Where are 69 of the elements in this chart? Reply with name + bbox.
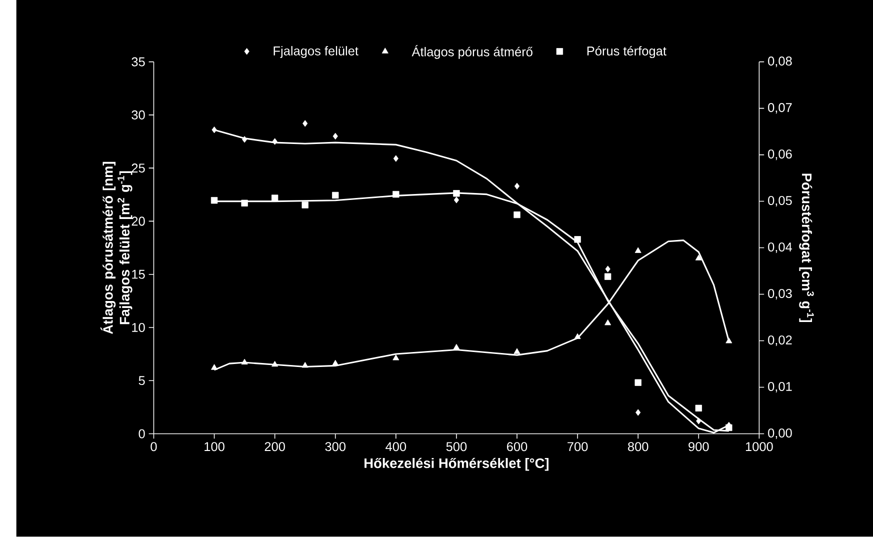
legend-label: Fjalagos felület — [274, 46, 358, 58]
y2-tick-label: 0,08 — [768, 56, 792, 68]
point — [210, 197, 218, 204]
point — [604, 273, 612, 280]
point — [211, 364, 218, 370]
point — [272, 361, 278, 367]
point — [453, 190, 460, 197]
x-tick-label: 200 — [264, 442, 285, 452]
point — [302, 362, 308, 368]
y2-tick-label: 0,01 — [768, 382, 792, 393]
point — [634, 247, 642, 254]
point — [454, 196, 460, 204]
x-tick-label: 600 — [507, 442, 528, 452]
point — [212, 126, 217, 134]
y2-tick-label: 0,06 — [768, 150, 792, 160]
y-tick-label: 5 — [138, 376, 145, 386]
x-tick-label: 100 — [204, 442, 224, 452]
point — [271, 194, 278, 202]
point — [634, 379, 642, 386]
point — [302, 202, 308, 208]
x-tick-label: 800 — [628, 442, 648, 452]
point — [332, 192, 339, 199]
point — [726, 338, 732, 344]
point — [241, 200, 248, 207]
x-tick-label: 1000 — [746, 442, 773, 452]
x-tick-label: 400 — [386, 442, 406, 452]
point — [332, 360, 339, 366]
point — [695, 254, 702, 260]
y-tick-label: 30 — [132, 110, 145, 120]
y2-tick-label: 0,03 — [768, 289, 792, 300]
point — [636, 409, 641, 416]
x-tick-label: 0 — [150, 442, 157, 452]
point — [514, 182, 520, 190]
point — [605, 266, 610, 272]
point — [242, 136, 248, 143]
point — [392, 191, 400, 198]
legend-label: Átlagos pórus átmérő — [412, 45, 532, 59]
point — [514, 212, 520, 218]
point — [574, 333, 581, 340]
point — [241, 358, 248, 365]
y2-tick-label: 0,00 — [768, 428, 792, 440]
point — [272, 138, 278, 145]
point — [332, 132, 338, 140]
x-axis-title: Hőkezelési Hőmérséklet [°C] — [364, 458, 548, 471]
y2-axis-title: Pórustérfogat [cm$^{3}$ g$^{-1}$] — [799, 174, 814, 322]
point — [393, 155, 398, 162]
point — [514, 348, 520, 354]
y2-tick-label: 0,05 — [768, 196, 792, 207]
y-tick-label: 25 — [132, 164, 145, 173]
y-tick-label: 35 — [132, 57, 145, 66]
y2-tick-label: 0,02 — [768, 336, 792, 346]
point — [392, 354, 400, 360]
y-tick-label: 0 — [138, 429, 145, 438]
x-tick-label: 700 — [568, 442, 588, 452]
point — [726, 424, 732, 432]
x-tick-label: 500 — [446, 442, 467, 452]
point — [695, 404, 702, 412]
point — [574, 236, 581, 243]
point — [302, 120, 308, 127]
y2-tick-label: 0,07 — [768, 103, 792, 114]
y-tick-label: 15 — [132, 270, 145, 279]
y2-tick-label: 0,04 — [768, 242, 792, 254]
point — [604, 320, 612, 326]
x-tick-label: 300 — [325, 442, 346, 452]
y-tick-label: 20 — [132, 216, 145, 226]
y-tick-label: 10 — [132, 323, 145, 332]
point — [453, 344, 460, 350]
x-tick-label: 900 — [688, 442, 709, 452]
legend-label: Pórus térfogat — [587, 46, 666, 58]
